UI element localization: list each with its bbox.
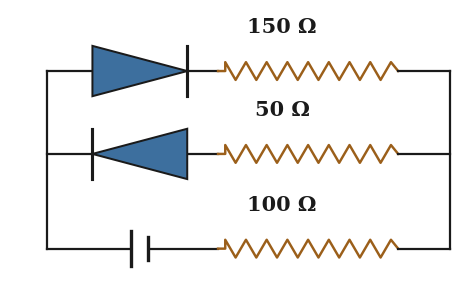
Polygon shape — [92, 46, 187, 96]
Polygon shape — [92, 129, 187, 179]
Text: 150 Ω: 150 Ω — [247, 17, 317, 37]
Text: 50 Ω: 50 Ω — [255, 100, 310, 120]
Text: 100 Ω: 100 Ω — [247, 194, 317, 215]
